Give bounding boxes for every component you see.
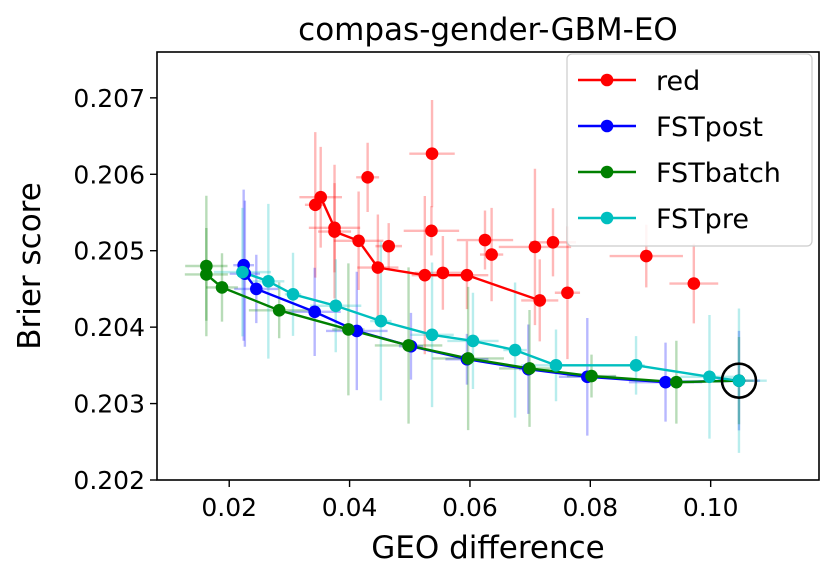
series-markers — [200, 147, 746, 389]
y-tick-label: 0.202 — [73, 466, 145, 495]
fstbatch-point — [585, 369, 598, 383]
fstbatch-point — [272, 304, 286, 317]
fstbatch-point — [402, 339, 415, 352]
red-point — [478, 233, 492, 247]
fstpre-point — [262, 274, 275, 288]
fstbatch-point — [670, 375, 683, 389]
y-tick-label: 0.207 — [73, 84, 145, 113]
red-point — [546, 236, 560, 249]
red-point — [361, 171, 374, 184]
chart-title: compas-gender-GBM-EO — [298, 12, 678, 48]
red-point — [485, 248, 498, 261]
fstpre-point — [236, 265, 249, 279]
fstpre-point — [425, 328, 439, 342]
legend: red FSTpost FSTbatch FSTpre — [566, 53, 813, 247]
y-tick-label: 0.205 — [73, 237, 145, 266]
red-point — [687, 277, 701, 290]
fstpre-point — [629, 359, 643, 372]
fstpre-point — [549, 359, 563, 372]
red-point — [352, 234, 365, 248]
x-tick-label: 0.10 — [683, 493, 739, 522]
legend-frame — [566, 53, 813, 247]
fstbatch-point — [523, 362, 536, 375]
legend-marker-red — [600, 73, 614, 87]
fstbatch-point — [461, 352, 475, 365]
fstbatch-point — [342, 323, 355, 336]
y-tick-label: 0.203 — [73, 390, 145, 419]
y-axis-label: Brier score — [12, 182, 48, 350]
highlight-marker — [720, 362, 758, 399]
x-tick-label: 0.08 — [562, 493, 618, 522]
x-tick-label: 0.02 — [201, 493, 257, 522]
fstpre-point — [286, 287, 300, 301]
highlight-circle — [720, 362, 758, 399]
fstpost-point — [659, 375, 672, 389]
red-point — [308, 198, 322, 212]
fstpre-point — [703, 370, 716, 384]
legend-marker-fstpost — [600, 119, 614, 133]
x-tick-label: 0.06 — [442, 493, 498, 522]
red-point — [528, 240, 542, 254]
fstpre-point — [374, 314, 388, 328]
legend-marker-fstpre — [600, 211, 614, 225]
fstpre-point — [732, 374, 746, 387]
fstpre-point — [508, 343, 522, 357]
plot-frame — [156, 51, 820, 481]
legend-marker-fstbatch — [600, 165, 614, 179]
red-point — [328, 225, 341, 238]
red-point — [425, 147, 439, 160]
legend-label-fstbatch: FSTbatch — [656, 158, 781, 189]
red-point — [533, 294, 547, 307]
y-axis-ticks: 0.202 0.203 0.204 0.205 0.206 0.207 — [73, 84, 157, 495]
red-point — [639, 249, 653, 263]
legend-label-fstpost: FSTpost — [656, 112, 763, 143]
fstpre-point — [466, 334, 480, 348]
red-point — [371, 261, 385, 274]
red-point — [436, 266, 450, 280]
fstpre-point — [329, 299, 343, 313]
x-axis-ticks: 0.02 0.04 0.06 0.08 0.10 — [201, 480, 739, 522]
fstpost-point — [249, 282, 263, 296]
red-point — [460, 268, 474, 282]
red-point — [425, 224, 438, 238]
red-point — [418, 268, 432, 282]
fstbatch-point — [200, 268, 213, 281]
legend-label-fstpre: FSTpre — [656, 204, 749, 235]
x-axis-label: GEO difference — [371, 530, 604, 566]
x-tick-label: 0.04 — [322, 493, 378, 522]
y-tick-label: 0.204 — [73, 313, 145, 342]
red-point — [382, 239, 396, 253]
legend-label-red: red — [656, 66, 700, 97]
fstpost-point — [308, 305, 321, 319]
red-point — [561, 286, 574, 300]
y-tick-label: 0.206 — [73, 160, 145, 189]
fstbatch-point — [215, 281, 229, 294]
